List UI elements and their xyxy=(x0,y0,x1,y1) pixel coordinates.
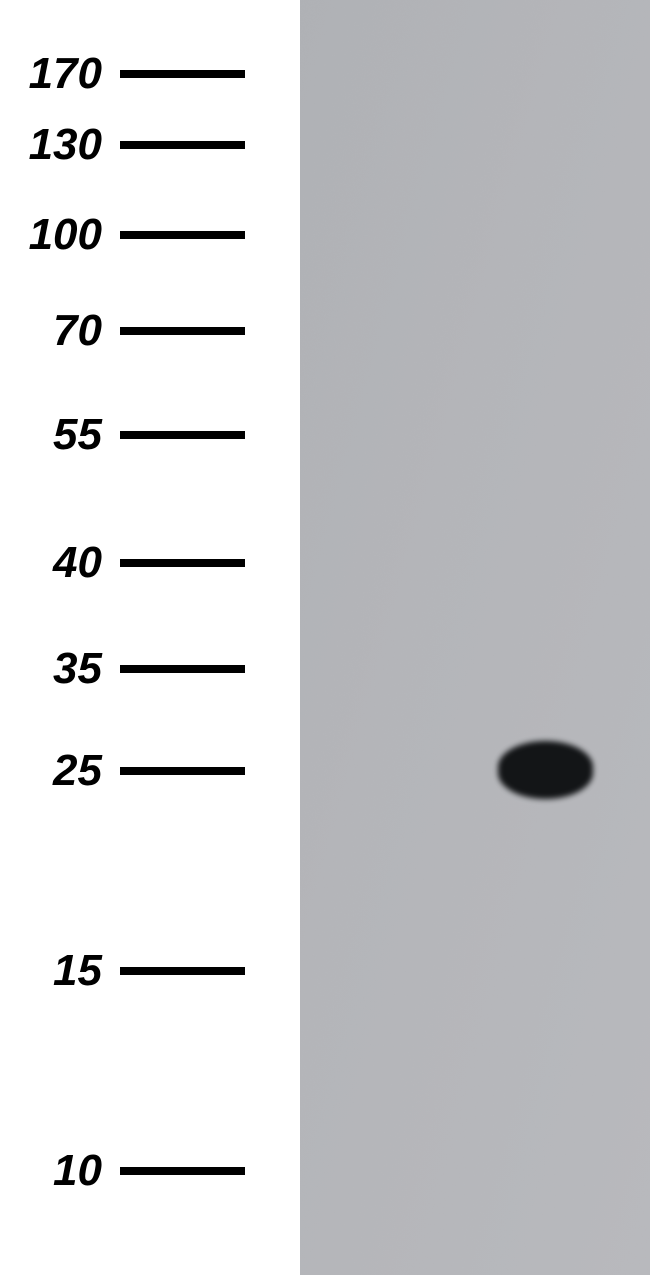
ladder-label: 10 xyxy=(0,1146,120,1196)
ladder-marker: 55 xyxy=(0,410,245,460)
ladder-tick xyxy=(120,431,245,439)
ladder-marker: 40 xyxy=(0,538,245,588)
ladder-tick xyxy=(120,767,245,775)
ladder-label: 35 xyxy=(0,644,120,694)
ladder-tick xyxy=(120,327,245,335)
ladder-marker: 15 xyxy=(0,946,245,996)
ladder-marker: 10 xyxy=(0,1146,245,1196)
western-blot-figure: 170 130 100 70 55 40 35 25 15 10 xyxy=(0,0,650,1275)
ladder-tick xyxy=(120,559,245,567)
ladder-marker: 70 xyxy=(0,306,245,356)
blot-membrane xyxy=(300,0,650,1275)
ladder-label: 55 xyxy=(0,410,120,460)
blot-background xyxy=(300,0,650,1275)
ladder-marker: 25 xyxy=(0,746,245,796)
ladder-label: 170 xyxy=(0,49,120,99)
ladder-tick xyxy=(120,665,245,673)
ladder-tick xyxy=(120,231,245,239)
ladder-marker: 35 xyxy=(0,644,245,694)
ladder-label: 130 xyxy=(0,120,120,170)
ladder-tick xyxy=(120,1167,245,1175)
ladder-label: 40 xyxy=(0,538,120,588)
ladder-marker: 130 xyxy=(0,120,245,170)
ladder-marker: 100 xyxy=(0,210,245,260)
ladder-label: 25 xyxy=(0,746,120,796)
ladder-label: 100 xyxy=(0,210,120,260)
ladder-tick xyxy=(120,70,245,78)
molecular-weight-ladder: 170 130 100 70 55 40 35 25 15 10 xyxy=(0,0,300,1275)
ladder-tick xyxy=(120,141,245,149)
ladder-marker: 170 xyxy=(0,49,245,99)
protein-band xyxy=(498,741,593,799)
ladder-tick xyxy=(120,967,245,975)
ladder-label: 70 xyxy=(0,306,120,356)
ladder-label: 15 xyxy=(0,946,120,996)
